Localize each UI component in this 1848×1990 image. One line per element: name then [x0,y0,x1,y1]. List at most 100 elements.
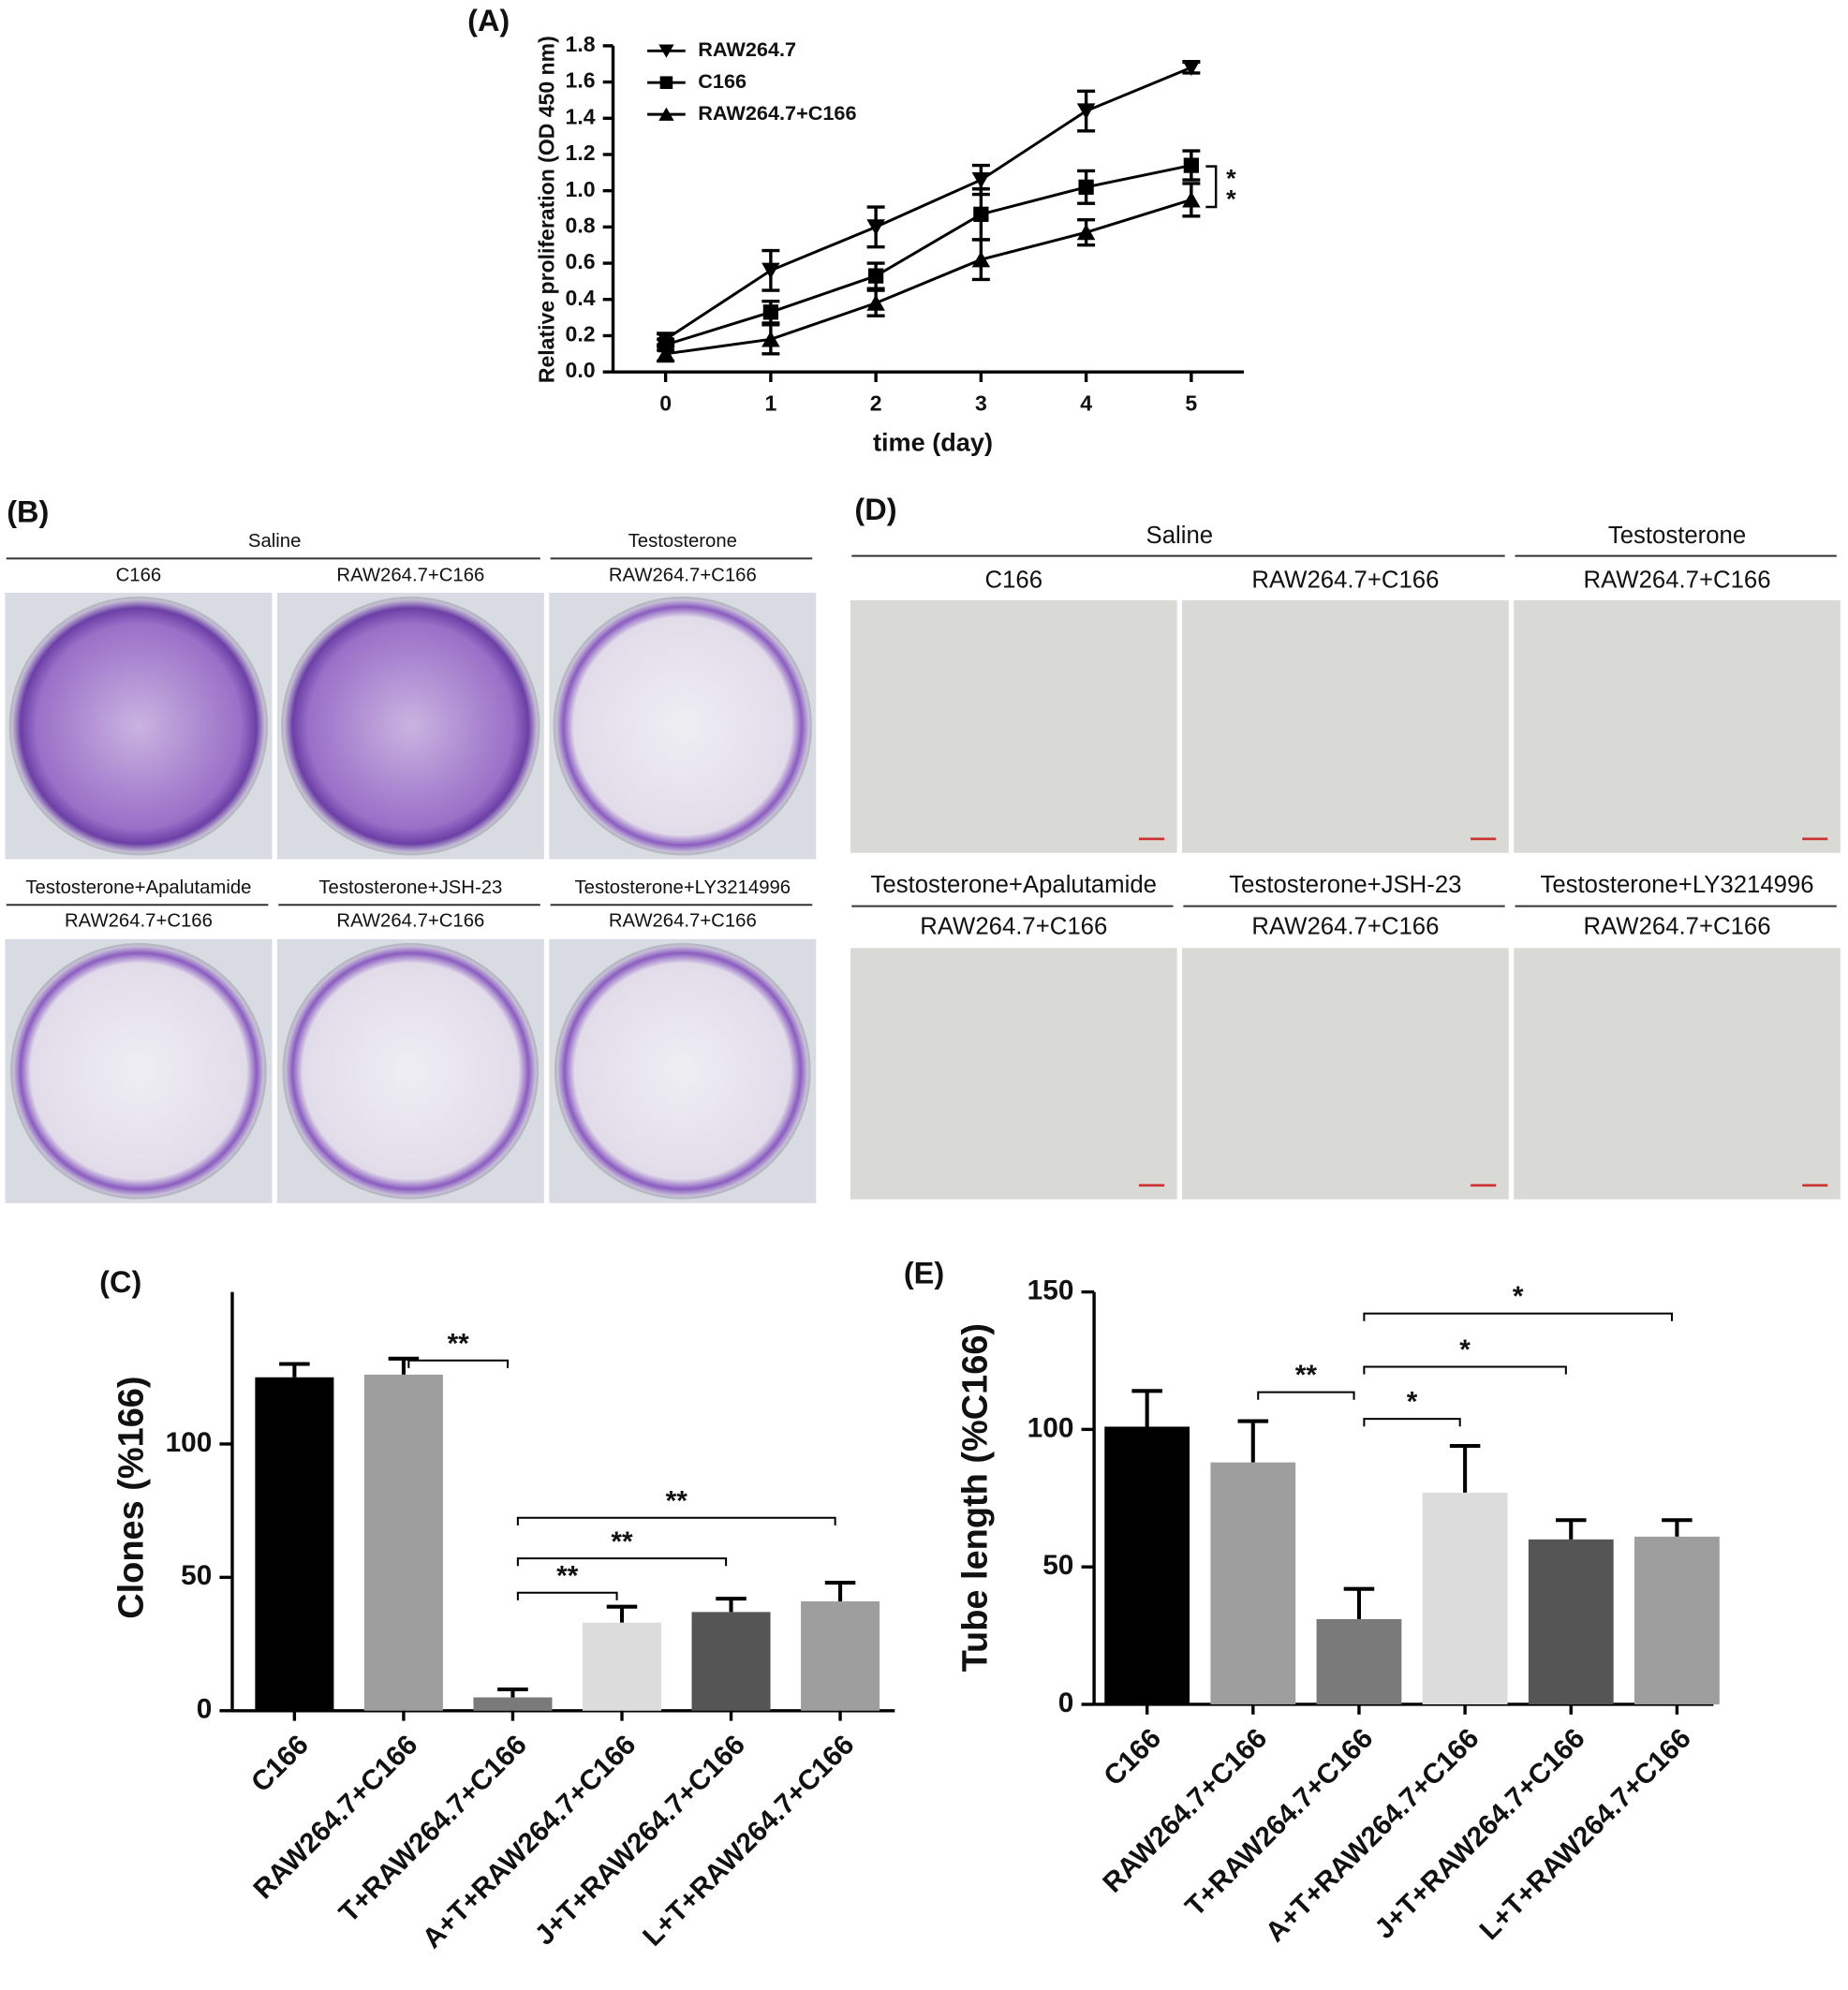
marker [658,107,674,121]
x-tick-label: C166 [245,1729,315,1798]
error-bar [606,1604,638,1623]
significance-label: ** [666,1485,688,1516]
cell-label: RAW264.7+C166 [336,910,484,931]
significance-bracket [1205,165,1218,209]
photo [1182,948,1509,1200]
x-tick-label: C166 [1098,1723,1167,1792]
significance-label: ** [1295,1360,1318,1391]
y-tick-label: 50 [1042,1550,1073,1581]
significance-bracket [1363,1418,1461,1427]
cell-label: C166 [984,568,1042,594]
significance-label: * [1226,184,1236,213]
bar [1316,1618,1402,1704]
bar [1210,1462,1296,1704]
series-line [665,198,1192,356]
error-bar [1555,1518,1587,1540]
marker [866,219,885,236]
panel-label: (A) [467,4,510,37]
marker [1183,157,1199,173]
marker [1078,179,1094,195]
bar [1528,1539,1614,1704]
y-tick-label: 100 [166,1427,213,1458]
legend-label: C166 [698,69,747,93]
significance-label: * [1459,1334,1471,1365]
scale-bar [1138,1184,1165,1187]
marker [866,294,885,311]
marker [656,345,675,361]
photo [1182,600,1509,853]
y-tick-label: 0 [1058,1688,1074,1718]
significance-label: * [1226,164,1236,193]
series-line [664,66,1192,341]
marker [1182,59,1201,77]
cell-label: RAW264.7+C166 [609,910,757,931]
marker [971,251,991,268]
y-tick-label: 1.8 [566,32,596,56]
error-bar [388,1356,420,1375]
bar [255,1377,334,1711]
treatment-label: Testosterone+Apalutamide [25,877,251,898]
x-tick-label: J+T+RAW264.7+C166 [1369,1723,1591,1945]
dish [554,942,811,1200]
significance-label: ** [611,1526,633,1557]
significance-label: * [1407,1387,1418,1418]
x-tick-label: 2 [870,391,882,415]
significance-bracket [516,1516,836,1526]
panel-label: (E) [904,1257,944,1290]
bar [691,1612,771,1711]
treatment-label: Testosterone+Apalutamide [871,872,1157,898]
x-tick-label: 3 [975,391,987,415]
y-tick-label: 0.2 [566,322,596,346]
y-tick-label: 1.6 [566,68,596,93]
treatment-label: Testosterone [1608,523,1746,549]
cell-label: RAW264.7+C166 [1583,913,1770,939]
marker [973,206,989,222]
marker [971,171,991,189]
y-tick-label: 0.6 [566,249,596,273]
cell-label: RAW264.7+C166 [336,566,484,586]
cell-label: RAW264.7+C166 [1251,913,1439,939]
dish [282,942,540,1200]
cell-label: RAW264.7+C166 [1251,568,1439,594]
treatment-label: Saline [248,531,301,552]
marker [761,262,780,279]
y-axis-label: Tube length (%C166) [955,1323,995,1672]
x-tick-label: 4 [1080,391,1092,415]
error-bar [1131,1389,1162,1427]
marker [659,76,673,89]
x-tick-label: 5 [1185,391,1197,415]
significance-label: ** [556,1560,579,1591]
cell-label: RAW264.7+C166 [1583,568,1770,594]
significance-label: * [1513,1281,1524,1312]
treatment-label: Testosterone+LY3214996 [575,877,791,898]
treatment-label: Testosterone [628,531,737,552]
significance-label: ** [448,1328,470,1359]
scale-bar [1138,837,1165,841]
y-tick-label: 0.8 [566,213,596,237]
panel-label: (D) [854,493,896,526]
error-bar [1449,1443,1481,1493]
y-tick-label: 100 [1027,1412,1074,1443]
scale-bar [1802,1184,1828,1187]
photo [1514,600,1841,853]
error-bar [824,1581,856,1601]
marker [658,44,674,58]
y-axis-label: Clones (%166) [111,1376,151,1618]
panel-label: (C) [99,1265,141,1299]
series-line [665,164,1192,346]
panel-label: (B) [7,495,49,529]
bar [473,1697,553,1711]
bar [363,1374,443,1711]
bar [1104,1426,1190,1704]
legend-label: RAW264.7 [698,37,796,61]
dish [10,942,267,1200]
cell-label: RAW264.7+C166 [65,910,213,931]
x-tick-label: A+T+RAW264.7+C166 [1260,1723,1486,1949]
cell-label: C166 [116,566,162,586]
error-bar [1237,1419,1269,1463]
bar [801,1600,880,1711]
marker [1182,191,1201,208]
dish [281,597,540,856]
x-tick-label: T+RAW264.7+C166 [333,1729,533,1928]
